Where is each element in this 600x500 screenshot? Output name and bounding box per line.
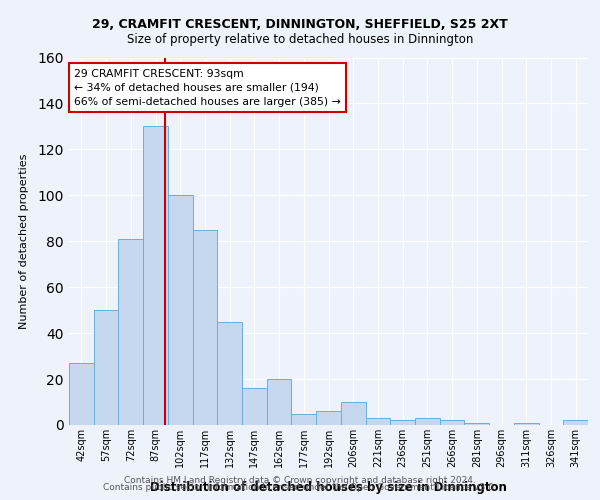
Bar xyxy=(242,388,267,425)
Bar xyxy=(217,322,242,425)
Text: Contains public sector information licensed under the Open Government Licence v3: Contains public sector information licen… xyxy=(103,484,497,492)
Bar xyxy=(464,422,489,425)
Y-axis label: Number of detached properties: Number of detached properties xyxy=(19,154,29,329)
Bar xyxy=(69,363,94,425)
Text: Size of property relative to detached houses in Dinnington: Size of property relative to detached ho… xyxy=(127,32,473,46)
Bar xyxy=(514,422,539,425)
Bar xyxy=(193,230,217,425)
Text: Contains HM Land Registry data © Crown copyright and database right 2024.: Contains HM Land Registry data © Crown c… xyxy=(124,476,476,485)
Bar xyxy=(143,126,168,425)
Bar xyxy=(292,414,316,425)
Bar xyxy=(168,196,193,425)
Text: 29 CRAMFIT CRESCENT: 93sqm
← 34% of detached houses are smaller (194)
66% of sem: 29 CRAMFIT CRESCENT: 93sqm ← 34% of deta… xyxy=(74,68,341,106)
Text: 29, CRAMFIT CRESCENT, DINNINGTON, SHEFFIELD, S25 2XT: 29, CRAMFIT CRESCENT, DINNINGTON, SHEFFI… xyxy=(92,18,508,30)
Bar xyxy=(365,418,390,425)
Bar xyxy=(118,239,143,425)
Bar xyxy=(267,379,292,425)
Bar xyxy=(94,310,118,425)
Bar xyxy=(563,420,588,425)
Bar xyxy=(316,411,341,425)
Bar xyxy=(390,420,415,425)
Bar xyxy=(415,418,440,425)
Bar xyxy=(440,420,464,425)
Bar xyxy=(341,402,365,425)
X-axis label: Distribution of detached houses by size in Dinnington: Distribution of detached houses by size … xyxy=(150,481,507,494)
